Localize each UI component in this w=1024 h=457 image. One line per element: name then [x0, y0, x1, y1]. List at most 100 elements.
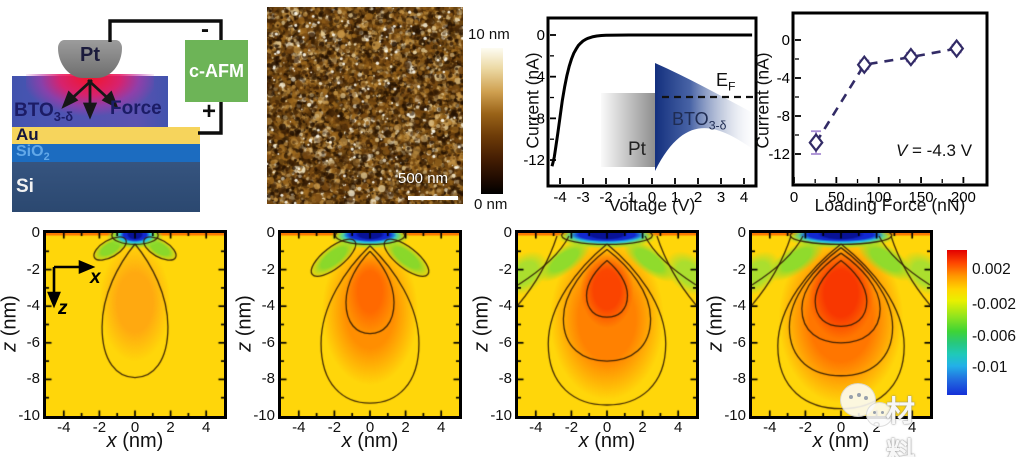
tick-label: -6 — [732, 333, 746, 351]
contour-z-axis-label-var: z — [0, 341, 21, 352]
force-chart: 0 50 100 150 200 0 -4 -8 -12 — [768, 11, 989, 206]
sio2-layer — [12, 144, 200, 162]
tick-label: -10 — [724, 407, 746, 424]
wire-bottom — [198, 102, 223, 135]
contour-map-panel-1 — [43, 230, 227, 419]
iv-ticks — [550, 34, 745, 184]
watermark-bubble-icon-small — [866, 402, 893, 427]
wiring-and-force-arrows — [61, 19, 223, 135]
tick-label: 0 — [790, 189, 798, 206]
tick-label: 0 — [537, 27, 545, 44]
tick-label: -2 — [26, 260, 40, 278]
inset-bto-label-sub: 3-δ — [708, 118, 727, 133]
iv-curve — [550, 33, 753, 167]
contour-x-axis-label-unit: (nm) — [116, 430, 164, 452]
tick-label: 2 — [401, 419, 410, 436]
cafm-box: c-AFM — [185, 40, 248, 102]
tick-label: 0 — [737, 224, 746, 241]
sio2-label-sub: 2 — [43, 151, 50, 164]
tick-label: -4 — [763, 419, 777, 436]
tick-label: 0 — [503, 224, 512, 241]
contour-x-axis-label-var: x — [341, 430, 352, 452]
contour-z-axis-label-unit: (nm) — [470, 295, 493, 342]
iv-y-axis-label: Current (nA) — [522, 52, 543, 149]
tick-label: -4 — [292, 419, 306, 436]
tick-label: 4 — [674, 419, 683, 436]
tick-label: -2 — [599, 189, 612, 206]
tick-label: -4 — [498, 297, 512, 315]
data-point-diamond — [903, 47, 919, 67]
contour-x-axis-label: x (nm) — [547, 430, 667, 453]
inset-pt-electrode — [601, 93, 655, 167]
tick-label: -2 — [564, 419, 579, 436]
contour-x-axis-label-unit: (nm) — [351, 430, 399, 452]
afm-colorbar-max-label: 10 nm — [468, 26, 510, 43]
tick-label: 0 — [266, 224, 275, 241]
tick-label: 0 — [782, 32, 790, 49]
tick-label: -2 — [327, 419, 342, 436]
force-y-axis-label: Current (nA) — [752, 52, 773, 149]
tick-label: -10 — [253, 407, 275, 424]
contour-z-axis-label-var: z — [470, 341, 493, 352]
tick-label: -6 — [261, 333, 275, 351]
tick-label: 2 — [694, 189, 702, 206]
inset-fermi-label-base: E — [716, 70, 729, 90]
iv-plot-frame — [546, 16, 758, 188]
watermark-bubble-icon — [840, 383, 876, 417]
schematic-panel: Pt c-AFM - + BTO3-δ Force Au SiO2 Si — [0, 0, 260, 220]
afm-scalebar — [408, 196, 458, 200]
tick-label: -2 — [798, 419, 813, 436]
force-plot-frame — [791, 11, 989, 187]
force-x-axis-label: Loading Force (nN) — [814, 195, 966, 215]
x-arrow-label: x — [89, 267, 102, 288]
si-label: Si — [16, 176, 34, 197]
si-substrate-layer — [12, 162, 200, 212]
tick-label: -4 — [777, 70, 790, 87]
contour-x-axis-label-unit: (nm) — [822, 430, 870, 452]
contour-colorbar-tick-4: -0.01 — [972, 359, 1008, 376]
tick-label: 100 — [866, 189, 891, 206]
contour-colorbar-tick-1: 0.002 — [972, 261, 1011, 278]
plus-terminal: + — [202, 98, 217, 125]
sio2-label: SiO2 — [16, 143, 50, 163]
contour-x-axis-label: x (nm) — [75, 430, 195, 453]
pt-tip-label-text: Pt — [80, 44, 100, 66]
data-point-diamond — [856, 54, 872, 75]
tick-label: -4 — [529, 419, 543, 436]
contour-x-axis-label: x (nm) — [310, 430, 430, 453]
sio2-label-base: SiO — [16, 143, 44, 160]
afm-scalebar-label: 500 nm — [398, 170, 449, 187]
tick-label: -2 — [732, 260, 746, 278]
minus-terminal: - — [201, 16, 209, 43]
contour-map-panel-2 — [278, 230, 462, 419]
tick-label: -4 — [532, 69, 545, 86]
tick-label: 4 — [202, 419, 211, 436]
iv-chart: -4 -3 -2 -1 0 1 2 3 40-4-8-12 — [523, 16, 758, 206]
tick-label: -6 — [498, 333, 512, 351]
contour-z-axis-label: z (nm) — [234, 269, 257, 379]
contour-z-axis-label-var: z — [704, 341, 727, 352]
tick-label: 0 — [836, 419, 846, 436]
inset-pt-label: Pt — [628, 139, 646, 160]
tick-label: 200 — [951, 189, 976, 206]
tick-label: 0 — [31, 224, 40, 241]
tick-label: 4 — [437, 419, 446, 436]
tick-label: -2 — [92, 419, 107, 436]
pt-tip — [58, 40, 122, 78]
bto-film-label-base: BTO — [14, 100, 54, 121]
tick-label: -4 — [732, 297, 746, 315]
tick-label: 2 — [872, 419, 881, 436]
tick-label: -8 — [532, 110, 545, 127]
tick-label: -8 — [777, 108, 790, 125]
wire-top — [108, 19, 223, 42]
force-dashed-line — [814, 47, 957, 144]
contour-z-axis-label: z (nm) — [0, 269, 22, 379]
afm-colorbar-min-label: 0 nm — [474, 196, 508, 213]
contour-z-axis-label-unit: (nm) — [0, 295, 21, 342]
tick-label: -8 — [498, 370, 512, 388]
xz-axes-annotation: x z — [47, 260, 102, 319]
tick-label: 0 — [130, 419, 140, 436]
force-annotation-rest: = -4.3 V — [907, 141, 973, 160]
tick-label: 0 — [365, 419, 375, 436]
